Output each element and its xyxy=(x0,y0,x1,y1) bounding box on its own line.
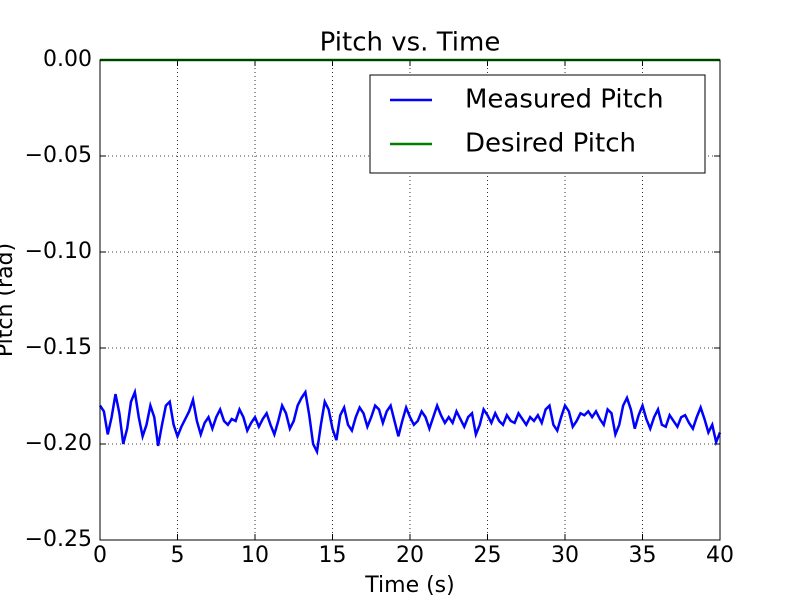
y-tick-label: −0.25 xyxy=(25,527,92,552)
x-tick-label: 0 xyxy=(93,543,107,568)
x-tick-label: 40 xyxy=(706,543,734,568)
legend-label: Measured Pitch xyxy=(465,85,664,115)
chart-title: Pitch vs. Time xyxy=(320,28,501,58)
y-tick-label: −0.20 xyxy=(25,431,92,456)
y-tick-label: −0.10 xyxy=(25,239,92,264)
x-tick-label: 20 xyxy=(396,543,424,568)
y-tick-label: −0.15 xyxy=(25,335,92,360)
x-tick-label: 5 xyxy=(171,543,185,568)
legend-box xyxy=(369,74,706,174)
x-tick-label: 15 xyxy=(319,543,347,568)
x-tick-label: 25 xyxy=(474,543,502,568)
legend-label: Desired Pitch xyxy=(465,129,636,159)
x-tick-label: 30 xyxy=(551,543,579,568)
y-tick-label: −0.05 xyxy=(25,143,92,168)
y-tick-label: 0.00 xyxy=(43,47,92,72)
x-tick-label: 10 xyxy=(241,543,269,568)
data-line xyxy=(98,387,722,456)
legend: Measured Pitch Desired Pitch xyxy=(369,74,706,174)
y-axis-label: Pitch (rad) xyxy=(0,243,18,357)
x-axis-label: Time (s) xyxy=(364,573,454,598)
plot-frame xyxy=(99,59,721,541)
x-tick-label: 35 xyxy=(629,543,657,568)
